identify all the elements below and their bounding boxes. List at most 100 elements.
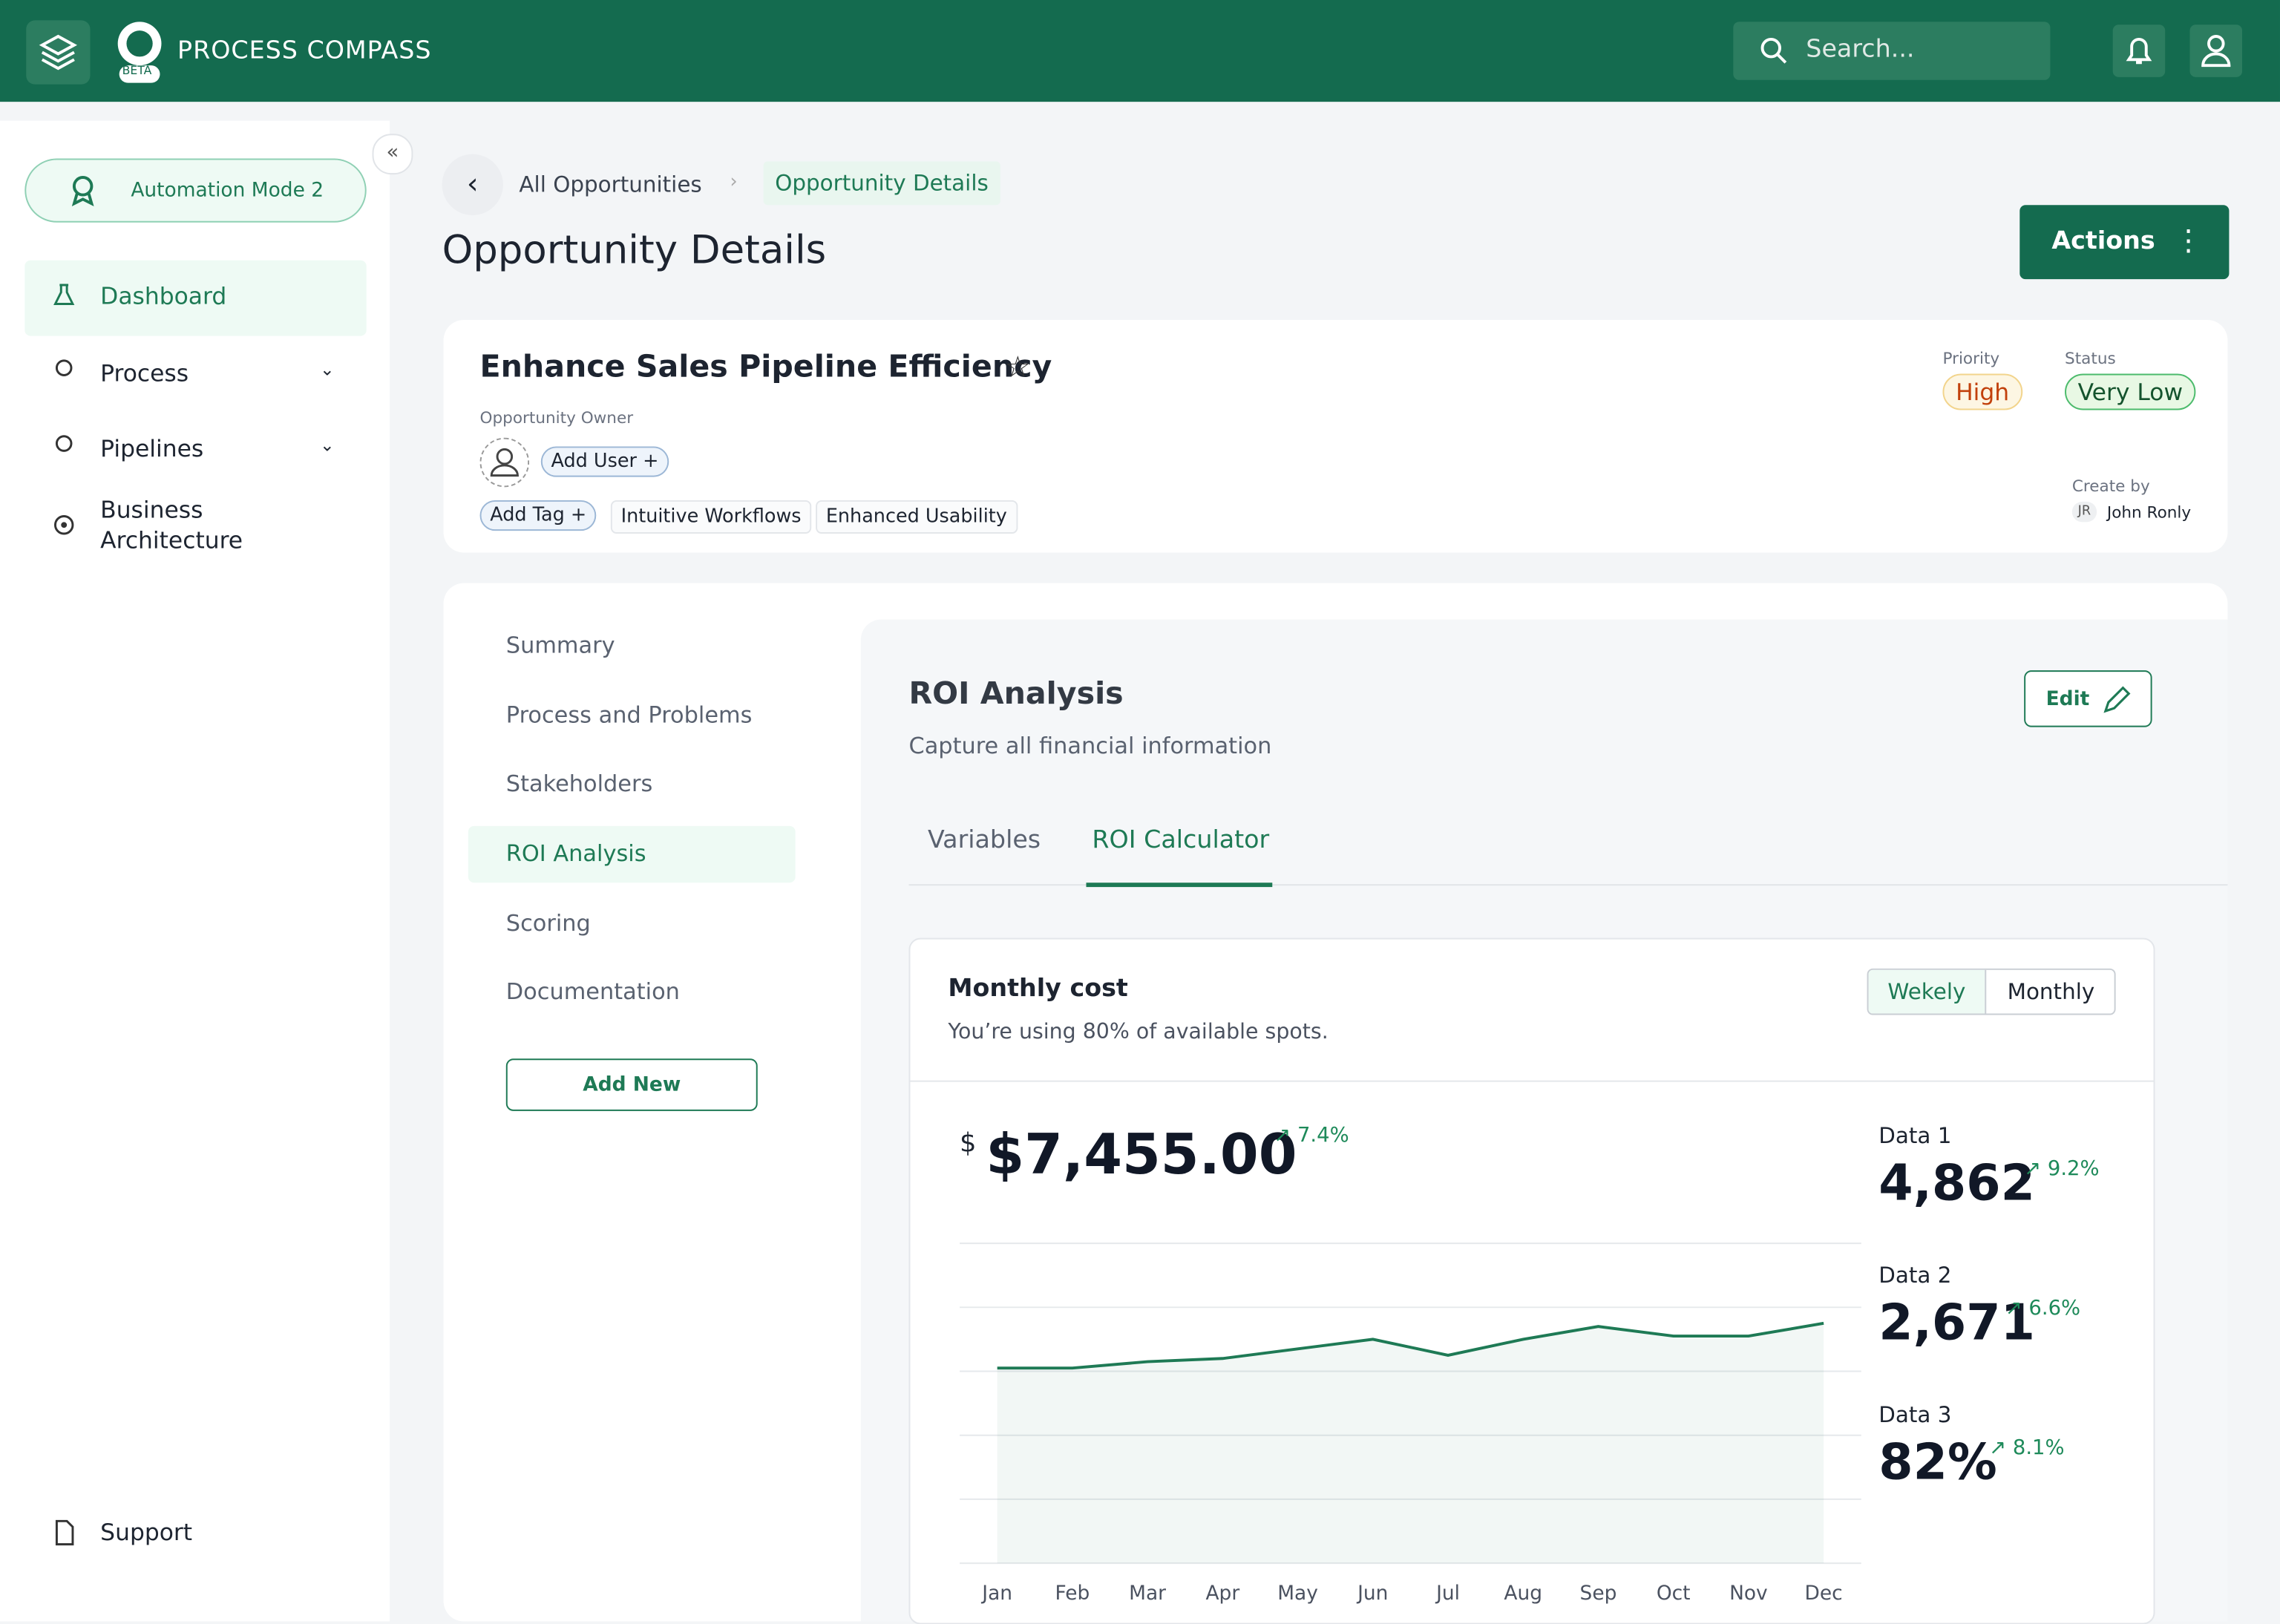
opportunity-title: Enhance Sales Pipeline Efficiency (479, 349, 1052, 384)
add-new-button[interactable]: Add New (505, 1058, 758, 1111)
nav-icons (53, 284, 75, 535)
stat-label: Data 2 (1878, 1262, 1952, 1289)
line (997, 1321, 1824, 1370)
priority-badge: High (1942, 373, 2022, 410)
section-link[interactable]: Documentation (505, 978, 680, 1005)
search-box[interactable]: Search... (1733, 22, 2051, 80)
change-value: 9.2% (2047, 1157, 2100, 1181)
toggle-option[interactable]: Monthly (1985, 969, 2114, 1014)
mode-button[interactable]: Automation Mode 2 (24, 158, 367, 223)
app-name: PROCESS COMPASS (177, 36, 432, 66)
mode-label: Automation Mode 2 (131, 178, 324, 203)
stat-change: ↗ 9.2% (2024, 1157, 2100, 1181)
collapse-button[interactable]: « (372, 134, 413, 175)
add-tag-button[interactable]: Add Tag + (479, 500, 597, 531)
cost-chart: Jan Feb Mar Apr May Jun Jul Aug Sep Oct Nov Dec (960, 1242, 1861, 1605)
nav-item[interactable]: Pipelines (100, 434, 204, 463)
x-tick-label: Aug (1504, 1582, 1542, 1605)
stat-change: ↗ 8.1% (1989, 1436, 2065, 1461)
breadcrumb-link[interactable]: All Opportunities (519, 171, 702, 198)
tab[interactable]: ROI Calculator (1092, 825, 1270, 855)
beta-badge: BETA (122, 64, 152, 77)
x-tick-label: Jan (980, 1582, 1012, 1605)
change-value: 7.4% (1297, 1124, 1349, 1147)
x-tick-label: Apr (1205, 1582, 1239, 1605)
roi-subtitle: Capture all financial information (908, 733, 1272, 759)
section-link[interactable]: Scoring (505, 910, 591, 937)
currency-symbol: $ (960, 1128, 977, 1159)
x-tick-label: Jun (1356, 1582, 1388, 1605)
priority-label: Priority (1942, 349, 2000, 368)
search-placeholder: Search... (1806, 35, 1915, 65)
section-link[interactable]: Summary (505, 632, 615, 659)
x-tick-label: Jul (1435, 1582, 1460, 1605)
stats-list: Data 1 4,862 ↗ 9.2% Data 2 2,671 ↗ 6.6% Data 3… (1878, 1122, 2147, 1544)
chevron: ⌄ (320, 434, 335, 456)
nav-item[interactable]: Business Architecture (100, 496, 243, 554)
roi-title: ROI Analysis (908, 676, 1124, 712)
tab[interactable]: Variables (927, 825, 1041, 855)
add-user-button[interactable]: Add User + (540, 446, 669, 477)
x-tick-label: Nov (1729, 1582, 1768, 1605)
change-value: 8.1% (2012, 1436, 2065, 1461)
created-label: Create by (2071, 477, 2150, 497)
owner-label: Opportunity Owner (479, 408, 634, 428)
bell-icon (2126, 37, 2152, 65)
cost-subtitle: You’re using 80% of available spots. (948, 1021, 1329, 1044)
stat-change: ↗ 6.6% (2005, 1297, 2081, 1320)
back-button[interactable]: ‹ (442, 154, 503, 215)
stat-value: 82% (1878, 1433, 1997, 1493)
section-link[interactable]: ROI Analysis (505, 840, 646, 867)
stat-value: 2,671 (1878, 1294, 2035, 1353)
award-icon (71, 176, 94, 207)
total-value: $7,455.00 (986, 1122, 1297, 1187)
roi-panel: ROI Analysis Capture all financial infor… (860, 619, 2228, 1624)
menu-button[interactable] (26, 20, 91, 85)
period-toggle: Wekely Monthly (1867, 968, 2116, 1015)
layers-icon (39, 34, 78, 71)
profile-button[interactable] (2189, 24, 2243, 77)
area-fill (997, 1323, 1824, 1564)
stat-value: 4,862 (1878, 1154, 2035, 1213)
section-link[interactable]: Process and Problems (505, 702, 753, 729)
nav-item[interactable]: Dashboard (100, 282, 227, 310)
edit-label: Edit (2045, 687, 2090, 712)
toggle-option[interactable]: Wekely (1868, 969, 1985, 1014)
status-badge: Very Low (2065, 373, 2196, 410)
edit-button[interactable]: Edit (2024, 670, 2152, 727)
nav-item[interactable]: Process (100, 358, 189, 387)
tag: Enhanced Usability (816, 500, 1018, 534)
actions-button[interactable]: Actions ⋮ (2019, 205, 2230, 280)
x-tick-label: Sep (1580, 1582, 1617, 1605)
x-tick-label: Mar (1129, 1582, 1166, 1605)
chevron: ⌄ (320, 358, 335, 380)
section-link[interactable]: Stakeholders (505, 770, 653, 797)
card-rule (910, 1080, 2154, 1082)
sidebar: Automation Mode 2 Dashboard Process Pipe… (0, 120, 390, 1622)
breadcrumb-sep: › (730, 171, 738, 194)
add-tag-label: Add Tag (490, 504, 565, 527)
search-icon (1760, 37, 1787, 64)
tag: Intuitive Workflows (610, 500, 812, 534)
notifications-button[interactable] (2112, 24, 2166, 77)
opportunity-card: Enhance Sales Pipeline Efficiency ☆ Oppo… (443, 320, 2228, 553)
pencil-icon (2103, 686, 2131, 713)
tab-rule (908, 884, 2228, 886)
cost-title: Monthly cost (948, 974, 1128, 1003)
star-button[interactable]: ☆ (1004, 349, 1031, 384)
add-user-label: Add User (551, 451, 637, 473)
kebab: ⋮ (2173, 222, 2204, 258)
grid (960, 1242, 1861, 1565)
creator-avatar: JR (2071, 501, 2097, 523)
doc-icon (55, 1519, 74, 1546)
cost-card: Monthly cost You’re using 80% of availab… (908, 937, 2155, 1624)
details-card: Summary Process and Problems Stakeholder… (443, 583, 2228, 1624)
x-tick-label: Oct (1657, 1582, 1691, 1605)
support-link[interactable]: Support (100, 1518, 193, 1546)
stat-label: Data 1 (1878, 1122, 1952, 1149)
user-icon (2201, 35, 2231, 68)
x-tick-label: May (1277, 1582, 1318, 1605)
nav-active-bg (24, 260, 367, 336)
